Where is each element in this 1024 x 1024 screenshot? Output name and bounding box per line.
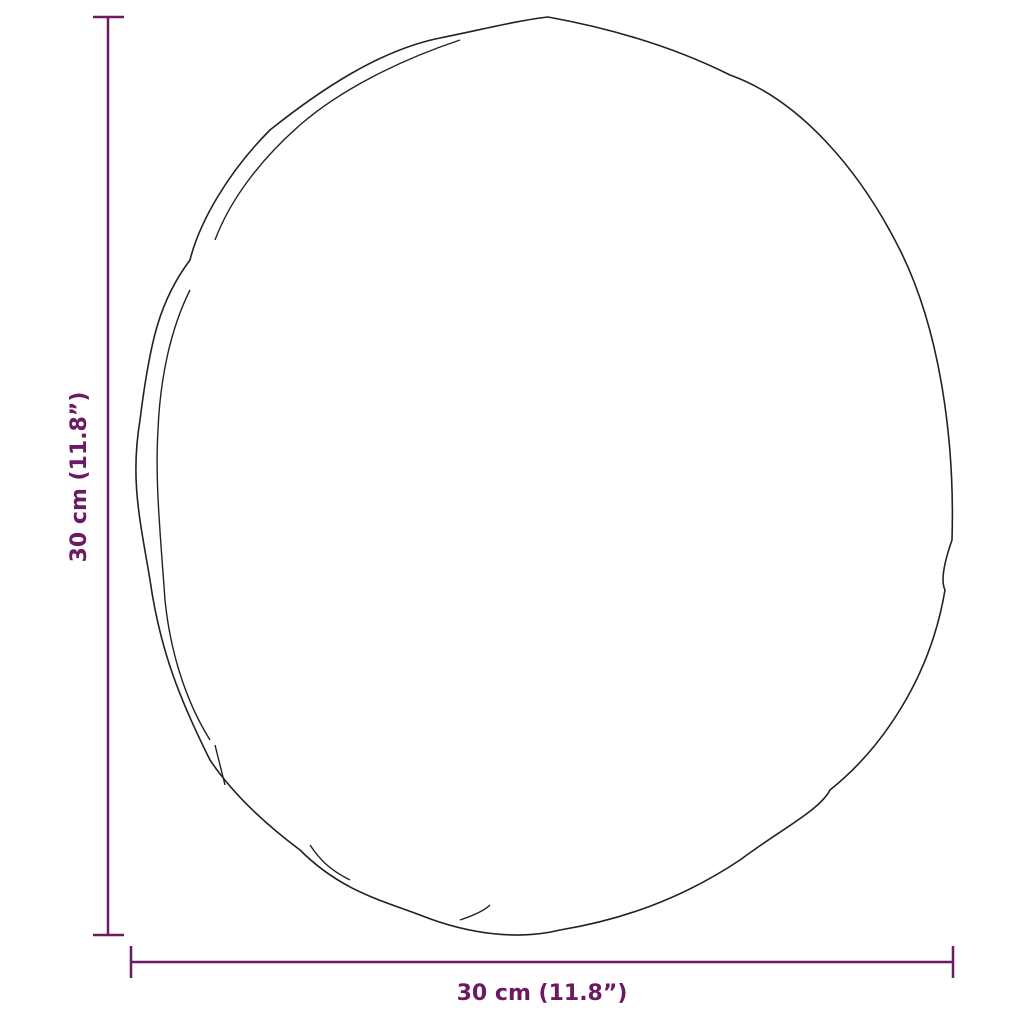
width-dimension	[129, 946, 955, 978]
mirror-edge-detail	[156, 39, 491, 921]
mirror-outline	[135, 16, 954, 936]
width-label: 30 cm (11.8”)	[457, 981, 628, 1006]
height-dimension	[93, 15, 124, 937]
height-label: 30 cm (11.8”)	[67, 392, 92, 563]
